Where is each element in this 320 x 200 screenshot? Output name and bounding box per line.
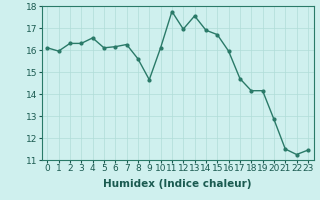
X-axis label: Humidex (Indice chaleur): Humidex (Indice chaleur) bbox=[103, 179, 252, 189]
